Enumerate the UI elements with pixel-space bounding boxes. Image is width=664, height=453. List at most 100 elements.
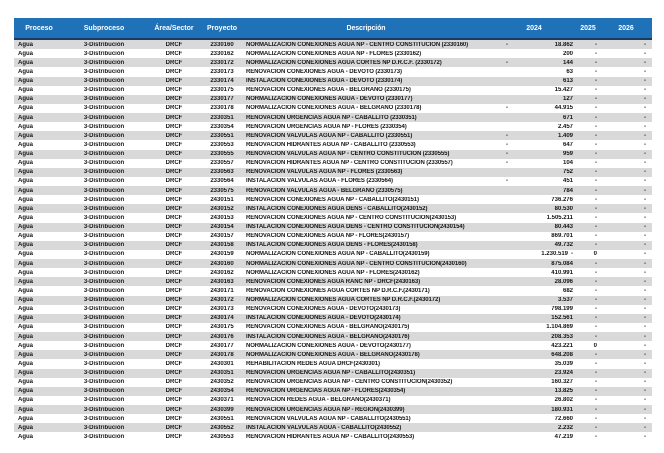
table-row[interactable]: Agua 3-Distribución DRCF 2430174 INSTALACION… xyxy=(14,313,652,323)
table-row[interactable]: Agua 3-Distribución DRCF 2330177 NORMALIZACI… xyxy=(14,94,652,104)
table-row[interactable]: Agua 3-Distribución DRCF 2430551 RENOVACION … xyxy=(14,414,652,423)
cell-area-sector: DRCF xyxy=(165,242,183,249)
table-row[interactable]: Agua 3-Distribución DRCF 2430162 NORMALIZACI… xyxy=(14,268,652,277)
table-row[interactable]: Agua 3-Distribución DRCF 2430154 INSTALACION… xyxy=(14,222,652,232)
cell-2024-value: 72.660 xyxy=(554,415,573,422)
table-row[interactable]: Agua 3-Distribución DRCF 2430352 RENOVACION … xyxy=(14,378,652,387)
cell-2024: 869.701 xyxy=(492,233,576,239)
table-row[interactable]: Agua 3-Distribución DRCF 2430301 REHABILITAC… xyxy=(14,359,652,368)
cell-2024: 752 xyxy=(492,169,576,175)
table-row[interactable]: Agua 3-Distribución DRCF 2330553 RENOVACION … xyxy=(14,140,652,149)
cell-proceso: Agua xyxy=(18,114,33,121)
table-row[interactable]: Agua 3-Distribución DRCF 2430152 INSTALACION… xyxy=(14,204,652,214)
cell-2024-value: 784 xyxy=(562,187,573,194)
cell-2025: - xyxy=(595,306,597,313)
cell-2026: - xyxy=(644,278,646,285)
table-row[interactable]: Agua 3-Distribución DRCF 2330173 RENOVACION … xyxy=(14,67,652,76)
cell-subproceso: 3-Distribución xyxy=(83,351,125,358)
table-row[interactable]: Agua 3-Distribución DRCF 2430178 NORMALIZACI… xyxy=(14,350,652,360)
cell-2024-value: 80.530 xyxy=(554,205,573,212)
cell-subproceso: 3-Distribución xyxy=(83,370,125,377)
cell-2024: 736.276 xyxy=(492,197,576,203)
table-row[interactable]: Agua 3-Distribución DRCF 2430371 RENOVACION … xyxy=(14,396,652,405)
table-row[interactable]: Agua 3-Distribución DRCF 2430552 INSTALACION… xyxy=(14,423,652,433)
table-row[interactable]: Agua 3-Distribución DRCF 2330575 RENOVACION … xyxy=(14,186,652,196)
table-row[interactable]: Agua 3-Distribución DRCF 2430171 RENOVACION … xyxy=(14,286,652,295)
cell-descripcion: NORMALIZACION CONEXIONES AGUA NP - FLORE… xyxy=(246,50,422,57)
table-row[interactable]: Agua 3-Distribución DRCF 2430160 NORMALIZACI… xyxy=(14,259,652,269)
cell-subproceso: 3-Distribución xyxy=(83,169,125,176)
cell-proyecto: 2430177 xyxy=(210,342,234,349)
table-row[interactable]: Agua 3-Distribución DRCF 2430177 NORMALIZACI… xyxy=(14,341,652,350)
cell-area-sector: DRCF xyxy=(165,78,183,85)
cell-2024-value: 18.862 xyxy=(554,41,573,48)
cell-subproceso: 3-Distribución xyxy=(83,233,125,240)
cell-proceso: Agua xyxy=(18,424,33,431)
table-row[interactable]: Agua 3-Distribución DRCF 2330172 NORMALIZACI… xyxy=(14,58,652,68)
table-row[interactable]: Agua 3-Distribución DRCF 2330178 NORMALIZACI… xyxy=(14,104,652,113)
cell-area-sector: DRCF xyxy=(165,260,183,267)
table-row[interactable]: Agua 3-Distribución DRCF 2330564 INSTALACION… xyxy=(14,177,652,186)
cell-2025: - xyxy=(595,87,597,94)
cell-subproceso: 3-Distribución xyxy=(83,251,125,258)
cell-proyecto: 2430173 xyxy=(210,306,234,313)
cell-2025: - xyxy=(595,315,597,322)
table-row[interactable]: Agua 3-Distribución DRCF 2330162 NORMALIZACI… xyxy=(14,49,652,58)
table-row[interactable]: Agua 3-Distribución DRCF 2330174 INSTALACION… xyxy=(14,76,652,86)
table-row[interactable]: Agua 3-Distribución DRCF 2430159 NORMALIZACI… xyxy=(14,250,652,259)
table-row[interactable]: Agua 3-Distribución DRCF 2430176 INSTALACION… xyxy=(14,332,652,342)
table-row[interactable]: Agua 3-Distribución DRCF 2430351 RENOVACION … xyxy=(14,368,652,378)
cell-2026: - xyxy=(644,388,646,395)
table-row[interactable]: Agua 3-Distribución DRCF 2330175 RENOVACION … xyxy=(14,86,652,95)
table-row[interactable]: Agua 3-Distribución DRCF 2430175 RENOVACION … xyxy=(14,323,652,332)
table-row[interactable]: Agua 3-Distribución DRCF 2430399 RENOVACION … xyxy=(14,405,652,415)
cell-area-sector: DRCF xyxy=(165,269,183,276)
cell-subproceso: 3-Distribución xyxy=(83,333,125,340)
cell-proyecto: 2330555 xyxy=(210,151,234,158)
table-row[interactable]: Agua 3-Distribución DRCF 2430157 RENOVACION … xyxy=(14,232,652,241)
cell-subproceso: 3-Distribución xyxy=(83,196,125,203)
cell-subproceso: 3-Distribución xyxy=(83,433,125,440)
table-row[interactable]: Agua 3-Distribución DRCF 2330557 RENOVACION … xyxy=(14,159,652,168)
table-row[interactable]: Agua 3-Distribución DRCF 2430173 RENOVACION … xyxy=(14,305,652,314)
cell-area-sector: DRCF xyxy=(165,388,183,395)
cell-2024: 127 xyxy=(492,96,576,102)
cell-area-sector: DRCF xyxy=(165,315,183,322)
table-row[interactable]: Agua 3-Distribución DRCF 2430158 INSTALACION… xyxy=(14,240,652,250)
table-row[interactable]: Agua 3-Distribución DRCF 2330555 RENOVACION … xyxy=(14,149,652,159)
table-row[interactable]: Agua 3-Distribución DRCF 2330351 RENOVACION … xyxy=(14,113,652,123)
cell-2026: - xyxy=(644,306,646,313)
table-row[interactable]: Agua 3-Distribución DRCF 2430553 RENOVACION … xyxy=(14,432,652,441)
cell-area-sector: DRCF xyxy=(165,151,183,158)
table-row[interactable]: Agua 3-Distribución DRCF 2330354 RENOVACION … xyxy=(14,122,652,131)
cell-subproceso: 3-Distribución xyxy=(83,406,125,413)
cell-2026: - xyxy=(644,379,646,386)
table-row[interactable]: Agua 3-Distribución DRCF 2330563 RENOVACION … xyxy=(14,167,652,177)
cell-2025: - xyxy=(595,105,597,112)
cell-2024: - 1.409 xyxy=(492,133,576,139)
table-row[interactable]: Agua 3-Distribución DRCF 2330160 NORMALIZACI… xyxy=(14,40,652,50)
cell-2025: - xyxy=(595,260,597,267)
table-row[interactable]: Agua 3-Distribución DRCF 2430354 RENOVACION … xyxy=(14,386,652,396)
cell-2026: - xyxy=(644,370,646,377)
cell-2024-value: 49.732 xyxy=(554,242,573,249)
cell-subproceso: 3-Distribución xyxy=(83,397,125,404)
table-row[interactable]: Agua 3-Distribución DRCF 2430172 NORMALIZACI… xyxy=(14,295,652,305)
cell-2025: - xyxy=(595,178,597,185)
cell-2026: - xyxy=(644,114,646,121)
table-row[interactable]: Agua 3-Distribución DRCF 2430151 RENOVACION … xyxy=(14,195,652,204)
cell-proceso: Agua xyxy=(18,333,33,340)
cell-2025: - xyxy=(595,333,597,340)
projects-table: Proceso Subproceso Área/Sector Proyecto … xyxy=(14,18,652,442)
cell-2026: - xyxy=(644,333,646,340)
table-row[interactable]: Agua 3-Distribución DRCF 2330551 RENOVACION … xyxy=(14,131,652,141)
table-row[interactable]: Agua 3-Distribución DRCF 2430163 RENOVACION … xyxy=(14,277,652,287)
cell-2025: - xyxy=(595,205,597,212)
cell-area-sector: DRCF xyxy=(165,233,183,240)
cell-2024: 613 xyxy=(492,78,576,84)
cell-proyecto: 2430174 xyxy=(210,315,234,322)
cell-subproceso: 3-Distribución xyxy=(83,379,125,386)
table-row[interactable]: Agua 3-Distribución DRCF 2430153 RENOVACION … xyxy=(14,213,652,222)
cell-subproceso: 3-Distribución xyxy=(83,424,125,431)
cell-2024: 875.084 xyxy=(492,261,576,267)
